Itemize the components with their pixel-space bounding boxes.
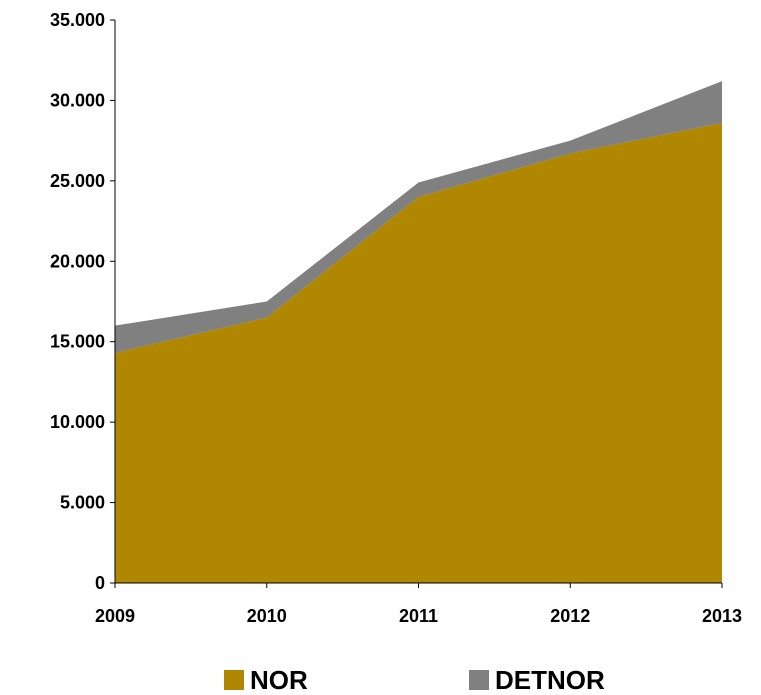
legend-item-detnor: DETNOR — [469, 666, 605, 694]
legend-swatch-detnor — [469, 670, 489, 690]
y-axis-ticks: 0 5.000 10.000 15.000 20.000 25.000 30.000 35.0… — [50, 10, 115, 593]
x-tick-label: 2009 — [95, 606, 135, 626]
y-tick-label: 20.000 — [50, 251, 105, 271]
y-tick-label: 35.000 — [50, 10, 105, 30]
area-series-nor — [115, 122, 722, 583]
legend: NOR DETNOR — [0, 666, 761, 694]
legend-swatch-nor — [224, 670, 244, 690]
x-tick-label: 2012 — [550, 606, 590, 626]
legend-label-detnor: DETNOR — [495, 665, 605, 695]
legend-label-nor: NOR — [250, 665, 308, 695]
x-tick-label: 2011 — [399, 606, 438, 626]
x-tick-label: 2013 — [702, 606, 742, 626]
y-tick-label: 25.000 — [50, 171, 105, 191]
y-tick-label: 5.000 — [60, 493, 105, 513]
legend-item-nor: NOR — [224, 666, 308, 694]
y-tick-label: 30.000 — [50, 90, 105, 110]
x-axis-ticks: 2009 2010 2011 2012 2013 — [95, 583, 742, 626]
x-tick-label: 2010 — [247, 606, 287, 626]
area-series-detnor — [115, 81, 722, 353]
chart-areas — [115, 81, 722, 583]
y-tick-label: 0 — [95, 573, 105, 593]
y-tick-label: 15.000 — [50, 332, 105, 352]
y-tick-label: 10.000 — [50, 412, 105, 432]
